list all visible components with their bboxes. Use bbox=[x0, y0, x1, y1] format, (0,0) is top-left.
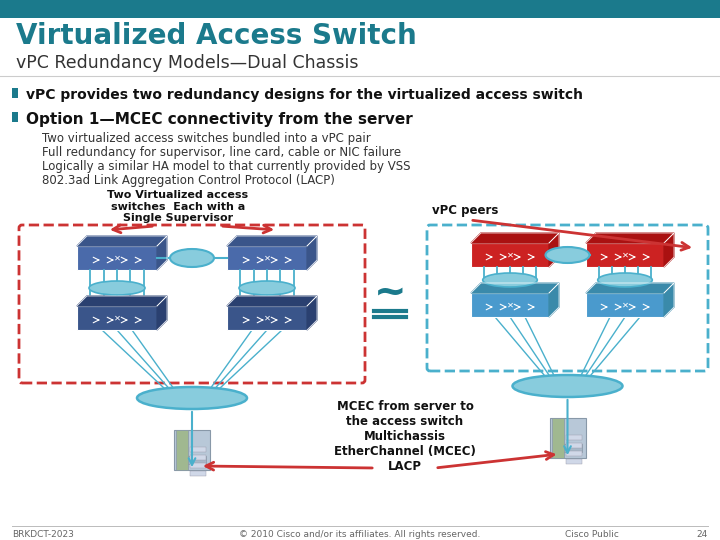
Ellipse shape bbox=[137, 387, 247, 409]
Polygon shape bbox=[471, 233, 559, 243]
Polygon shape bbox=[664, 233, 674, 267]
Ellipse shape bbox=[89, 281, 145, 295]
Text: Virtualized Access Switch: Virtualized Access Switch bbox=[16, 22, 417, 50]
Bar bbox=[565, 451, 582, 456]
Bar bbox=[190, 455, 206, 460]
Bar bbox=[12, 88, 18, 98]
Text: ✕: ✕ bbox=[506, 251, 513, 260]
Bar bbox=[565, 435, 582, 440]
Polygon shape bbox=[227, 236, 317, 246]
Bar bbox=[0, 0, 720, 18]
Text: Two virtualized access switches bundled into a vPC pair: Two virtualized access switches bundled … bbox=[42, 132, 371, 145]
Ellipse shape bbox=[482, 273, 537, 287]
Polygon shape bbox=[227, 296, 317, 306]
Bar bbox=[565, 459, 582, 464]
Polygon shape bbox=[549, 233, 559, 267]
Bar bbox=[190, 447, 206, 452]
Bar bbox=[190, 471, 206, 476]
Text: 24: 24 bbox=[697, 530, 708, 539]
Bar bbox=[227, 246, 307, 270]
Text: 802.3ad Link Aggregation Control Protocol (LACP): 802.3ad Link Aggregation Control Protoco… bbox=[42, 174, 335, 187]
Bar bbox=[12, 112, 18, 122]
Polygon shape bbox=[664, 283, 674, 317]
Text: Option 1—MCEC connectivity from the server: Option 1—MCEC connectivity from the serv… bbox=[26, 112, 413, 127]
Bar bbox=[77, 306, 157, 330]
Bar bbox=[471, 243, 549, 267]
Polygon shape bbox=[157, 236, 167, 270]
Ellipse shape bbox=[239, 281, 295, 295]
Polygon shape bbox=[586, 283, 674, 293]
Bar bbox=[471, 293, 549, 317]
Polygon shape bbox=[307, 236, 317, 270]
Bar bbox=[552, 418, 564, 458]
Bar bbox=[176, 430, 188, 470]
Bar bbox=[586, 293, 664, 317]
Polygon shape bbox=[471, 283, 559, 293]
Text: Full redundancy for supervisor, line card, cable or NIC failure: Full redundancy for supervisor, line car… bbox=[42, 146, 401, 159]
Text: ✕: ✕ bbox=[264, 314, 271, 322]
Ellipse shape bbox=[513, 375, 623, 397]
Text: ✕: ✕ bbox=[621, 300, 629, 309]
Text: ✕: ✕ bbox=[114, 314, 120, 322]
Bar bbox=[178, 456, 206, 464]
Text: Cisco Public: Cisco Public bbox=[565, 530, 619, 539]
Text: MCEC from server to
the access switch
Multichassis
EtherChannel (MCEC)
LACP: MCEC from server to the access switch Mu… bbox=[334, 400, 476, 473]
Polygon shape bbox=[586, 233, 674, 243]
Text: vPC peers: vPC peers bbox=[432, 204, 498, 217]
Bar bbox=[227, 306, 307, 330]
Bar bbox=[554, 444, 582, 452]
Ellipse shape bbox=[598, 273, 652, 287]
Polygon shape bbox=[77, 296, 167, 306]
Polygon shape bbox=[157, 296, 167, 330]
Bar bbox=[190, 463, 206, 468]
Text: ✕: ✕ bbox=[114, 253, 120, 262]
Bar bbox=[586, 243, 664, 267]
Text: ~: ~ bbox=[374, 274, 406, 312]
Bar bbox=[77, 246, 157, 270]
Text: vPC provides two redundancy designs for the virtualized access switch: vPC provides two redundancy designs for … bbox=[26, 88, 583, 102]
Ellipse shape bbox=[170, 249, 214, 267]
Text: vPC Redundancy Models—Dual Chassis: vPC Redundancy Models—Dual Chassis bbox=[16, 54, 359, 72]
Polygon shape bbox=[307, 296, 317, 330]
Text: Two Virtualized access
switches  Each with a
Single Supervisor: Two Virtualized access switches Each wit… bbox=[107, 190, 248, 223]
Text: © 2010 Cisco and/or its affiliates. All rights reserved.: © 2010 Cisco and/or its affiliates. All … bbox=[239, 530, 481, 539]
Polygon shape bbox=[549, 283, 559, 317]
Text: BRKDCT-2023: BRKDCT-2023 bbox=[12, 530, 74, 539]
Ellipse shape bbox=[546, 247, 590, 263]
Text: ✕: ✕ bbox=[506, 300, 513, 309]
Bar bbox=[549, 418, 585, 458]
Text: ✕: ✕ bbox=[264, 253, 271, 262]
Bar bbox=[565, 443, 582, 448]
Text: ✕: ✕ bbox=[621, 251, 629, 260]
Text: Logically a similar HA model to that currently provided by VSS: Logically a similar HA model to that cur… bbox=[42, 160, 410, 173]
Polygon shape bbox=[77, 236, 167, 246]
Bar bbox=[174, 430, 210, 470]
